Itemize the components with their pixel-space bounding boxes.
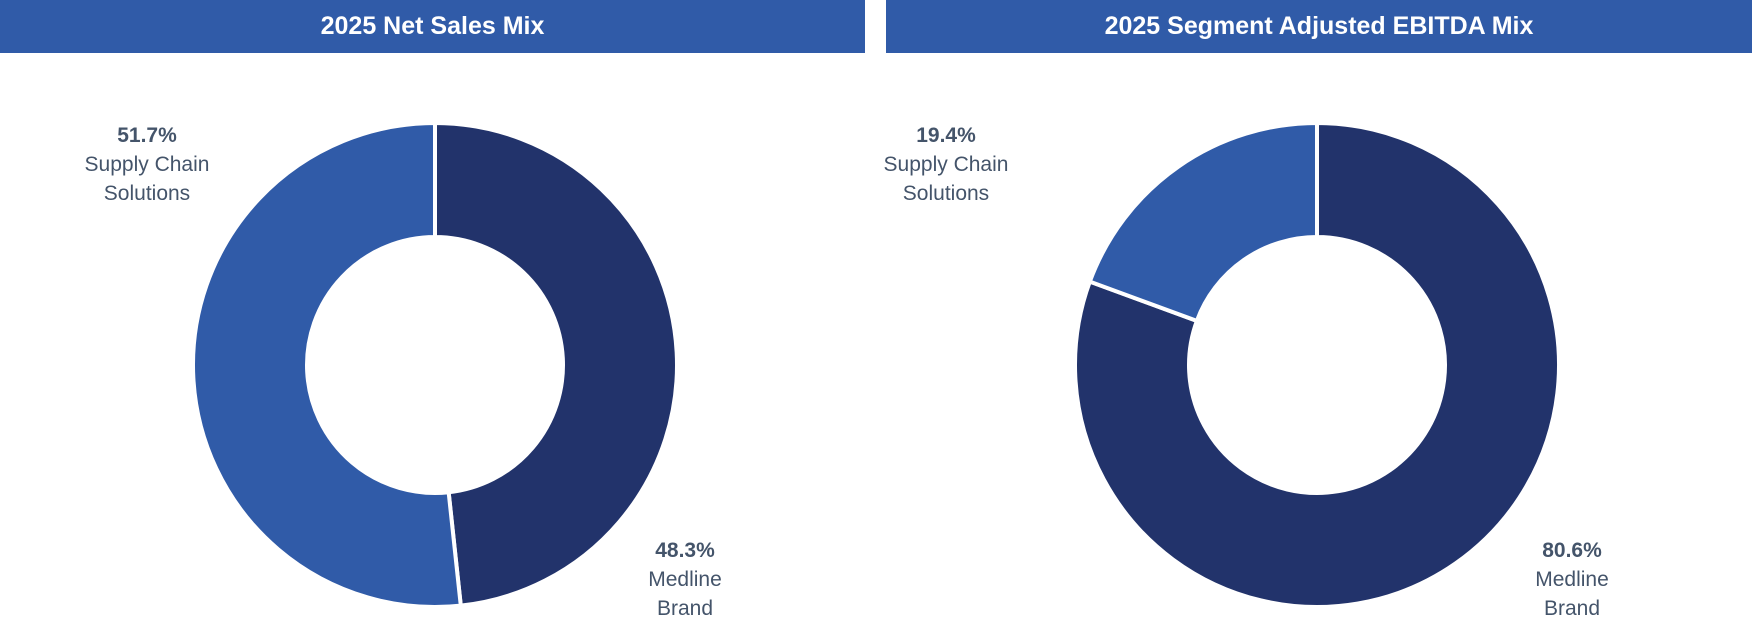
slice-name-line-2: Brand	[1543, 597, 1601, 620]
slice-name-line-2: Brand	[656, 597, 714, 620]
donut-slice-supply-chain	[191, 120, 464, 609]
net-sales-donut-chart	[191, 120, 679, 609]
chart-title: 2025 Net Sales Mix	[0, 0, 865, 53]
slice-percent-label: 80.6%	[1542, 539, 1602, 562]
slice-name-line-1: Medline	[648, 568, 722, 591]
slice-name-line-1: Supply Chain	[84, 153, 210, 176]
slice-name-line-1: Medline	[1535, 568, 1609, 591]
slice-percent-label: 48.3%	[655, 539, 715, 562]
donut-slice-medline	[433, 120, 679, 608]
slice-percent-label: 19.4%	[916, 124, 976, 147]
chart-title: 2025 Segment Adjusted EBITDA Mix	[886, 0, 1752, 53]
slice-name-line-2: Solutions	[902, 182, 990, 205]
slice-name-line-1: Supply Chain	[883, 153, 1009, 176]
medline-brand-label: 80.6% Medline Brand	[1487, 536, 1657, 623]
slice-name-line-2: Solutions	[103, 182, 191, 205]
supply-chain-solutions-label: 19.4% Supply Chain Solutions	[861, 121, 1031, 208]
adjusted-ebitda-donut-chart	[1073, 120, 1561, 609]
net-sales-chart-panel: 2025 Net Sales Mix 51.7% Supply Chain So…	[0, 0, 865, 623]
supply-chain-solutions-label: 51.7% Supply Chain Solutions	[62, 121, 232, 208]
slice-percent-label: 51.7%	[117, 124, 177, 147]
medline-brand-label: 48.3% Medline Brand	[600, 536, 770, 623]
adjusted-ebitda-chart-panel: 2025 Segment Adjusted EBITDA Mix 19.4% S…	[884, 0, 1752, 623]
donut-slice-supply-chain	[1087, 120, 1319, 324]
donut-slice-medline	[1073, 120, 1561, 609]
